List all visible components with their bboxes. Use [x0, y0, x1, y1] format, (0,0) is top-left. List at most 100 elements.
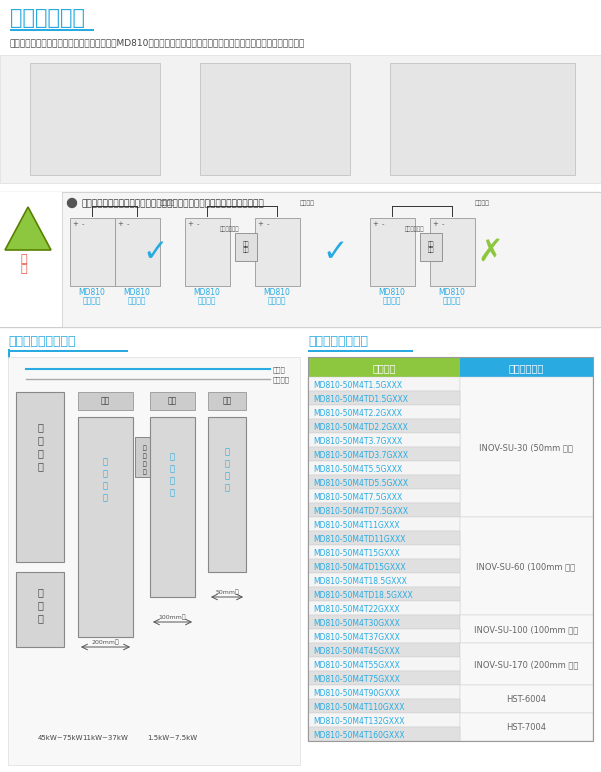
- Text: MD810-50M4TD15GXXX: MD810-50M4TD15GXXX: [313, 563, 406, 572]
- Text: -: -: [442, 221, 445, 227]
- Bar: [8, 349, 10, 359]
- Bar: [460, 685, 593, 713]
- Text: 整流单元: 整流单元: [198, 296, 216, 305]
- Text: ✓: ✓: [142, 238, 168, 267]
- Text: MD810: MD810: [194, 288, 221, 297]
- Text: ✗: ✗: [477, 238, 503, 267]
- Bar: [308, 713, 460, 727]
- Bar: [78, 392, 133, 410]
- Bar: [308, 517, 460, 531]
- Text: 45kW~75kW: 45kW~75kW: [37, 735, 83, 741]
- Text: MD810-50M4TD3.7GXXX: MD810-50M4TD3.7GXXX: [313, 451, 408, 460]
- Text: 整流电缆: 整流电缆: [475, 200, 490, 205]
- Bar: [370, 218, 415, 286]
- Text: MD810-50M4T45GXXX: MD810-50M4T45GXXX: [313, 647, 400, 656]
- Text: +: +: [72, 221, 78, 227]
- Bar: [308, 489, 460, 503]
- Text: 缓冲单元应用拓扑图: 缓冲单元应用拓扑图: [8, 335, 76, 348]
- Text: 200mm宽: 200mm宽: [91, 639, 120, 645]
- Text: 100mm宽: 100mm宽: [159, 614, 186, 620]
- Bar: [308, 559, 460, 573]
- Text: 元: 元: [169, 488, 174, 497]
- Bar: [460, 377, 593, 517]
- Text: 变: 变: [37, 587, 43, 597]
- Text: 11kW~37kW: 11kW~37kW: [82, 735, 128, 741]
- Bar: [420, 233, 442, 261]
- Text: INOV-SU-100 (100mm 宽）: INOV-SU-100 (100mm 宽）: [474, 625, 578, 634]
- Bar: [308, 461, 460, 475]
- Text: MD810-50M4T30GXXX: MD810-50M4T30GXXX: [313, 619, 400, 628]
- Bar: [308, 573, 460, 587]
- Bar: [460, 357, 593, 377]
- Text: 空开: 空开: [167, 396, 177, 405]
- Text: 单: 单: [143, 461, 147, 466]
- Text: 整流单元: 整流单元: [83, 296, 101, 305]
- Text: MD810-50M4T15GXXX: MD810-50M4T15GXXX: [313, 549, 400, 558]
- Text: 逆变单元: 逆变单元: [128, 296, 146, 305]
- Bar: [0, 55, 601, 183]
- Text: +: +: [372, 221, 378, 227]
- Text: MD810-50M4TD5.5GXXX: MD810-50M4TD5.5GXXX: [313, 479, 408, 488]
- Bar: [208, 392, 246, 410]
- Text: +: +: [117, 221, 123, 227]
- Text: 单: 单: [169, 476, 174, 485]
- Text: 逆: 逆: [103, 457, 108, 466]
- Bar: [308, 503, 460, 517]
- Text: 逆换器控空开: 逆换器控空开: [220, 226, 240, 232]
- Text: 警: 警: [20, 254, 27, 264]
- Bar: [308, 357, 593, 741]
- Text: ✓: ✓: [322, 238, 348, 267]
- Text: -: -: [267, 221, 269, 227]
- Bar: [308, 643, 460, 657]
- Text: 冲: 冲: [143, 453, 147, 459]
- Bar: [150, 392, 195, 410]
- Bar: [308, 545, 460, 559]
- Bar: [308, 377, 460, 391]
- Text: MD810-50M4TD1.5GXXX: MD810-50M4TD1.5GXXX: [313, 395, 408, 404]
- Text: 公用母线: 公用母线: [273, 376, 290, 383]
- Bar: [78, 417, 133, 637]
- Text: MD810: MD810: [439, 288, 465, 297]
- Text: 逆变单元: 逆变单元: [443, 296, 461, 305]
- Bar: [460, 615, 593, 643]
- Text: 缓: 缓: [143, 445, 147, 451]
- Text: +: +: [257, 221, 263, 227]
- Bar: [308, 350, 413, 351]
- Text: 单: 单: [37, 448, 43, 458]
- Bar: [308, 391, 460, 405]
- Text: 告: 告: [20, 264, 27, 274]
- Text: MD810: MD810: [79, 288, 105, 297]
- Text: 元: 元: [143, 469, 147, 475]
- Bar: [308, 671, 460, 685]
- Text: 单: 单: [225, 471, 230, 480]
- Text: 元: 元: [103, 493, 108, 502]
- Bar: [62, 192, 601, 327]
- Text: 变: 变: [103, 469, 108, 478]
- Text: 逆变单元: 逆变单元: [268, 296, 286, 305]
- Bar: [235, 233, 257, 261]
- Bar: [255, 218, 300, 286]
- Bar: [200, 63, 350, 175]
- Text: -: -: [197, 221, 200, 227]
- Text: MD810-50M4T75GXXX: MD810-50M4T75GXXX: [313, 675, 400, 684]
- Text: INOV-SU-30 (50mm 宽）: INOV-SU-30 (50mm 宽）: [479, 443, 573, 452]
- Text: MD810-50M4T11GXXX: MD810-50M4T11GXXX: [313, 521, 400, 530]
- Bar: [0, 192, 601, 327]
- Bar: [308, 475, 460, 489]
- Bar: [308, 685, 460, 699]
- Bar: [308, 699, 460, 713]
- Text: 上电缓冲单元模块仅作为选配件使用，可用于MD810整套系统在整流不断电的前提下，实现逆变单元独立上下电需求。: 上电缓冲单元模块仅作为选配件使用，可用于MD810整套系统在整流不断电的前提下，…: [10, 38, 305, 47]
- Text: 整: 整: [37, 422, 43, 432]
- Text: MD810-50M4TD2.2GXXX: MD810-50M4TD2.2GXXX: [313, 423, 408, 432]
- Text: 器: 器: [37, 613, 43, 623]
- Text: 缓冲单元型号: 缓冲单元型号: [508, 363, 544, 373]
- Text: 变: 变: [225, 459, 230, 468]
- Bar: [10, 29, 94, 31]
- Bar: [308, 405, 460, 419]
- Text: 缓冲
单元: 缓冲 单元: [428, 241, 435, 253]
- Text: 逆变单元内置熔断器，禁止无缓冲独立上电，否则上电对逆变单元造成损坏。: 逆变单元内置熔断器，禁止无缓冲独立上电，否则上电对逆变单元造成损坏。: [82, 199, 265, 208]
- Text: 整流电缆: 整流电缆: [160, 200, 175, 205]
- Bar: [0, 192, 62, 327]
- Text: 空开: 空开: [222, 396, 231, 405]
- Text: -: -: [82, 221, 85, 227]
